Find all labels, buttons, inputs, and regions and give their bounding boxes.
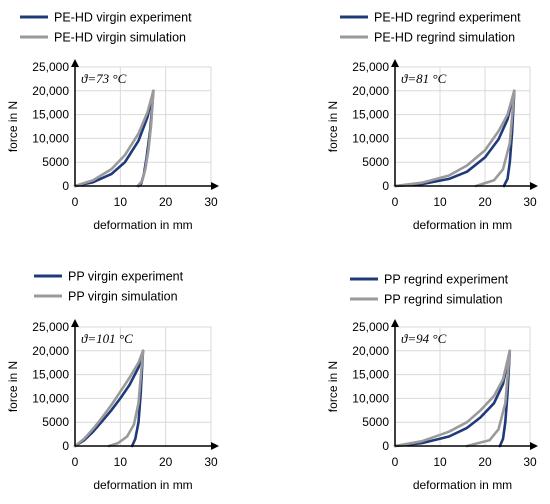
y-tick-label: 0 xyxy=(62,179,69,193)
y-tick-label: 25,000 xyxy=(352,320,389,334)
y-tick-label: 5000 xyxy=(42,415,69,429)
y-tick-label: 20,000 xyxy=(352,344,389,358)
x-tick-label: 10 xyxy=(114,195,128,209)
x-axis-label: deformation in mm xyxy=(413,478,512,492)
legend-label-simulation: PP regrind simulation xyxy=(384,293,503,307)
series-line-experiment xyxy=(393,349,512,448)
y-tick-label: 15,000 xyxy=(352,368,389,382)
x-tick-label: 30 xyxy=(204,455,218,469)
x-tick-label: 0 xyxy=(392,455,399,469)
series-line-experiment xyxy=(393,89,516,188)
temperature-annotation: ϑ=101 °C xyxy=(81,331,133,346)
chart-panel-4: PP regrind experiment PP regrind simulati… xyxy=(326,273,538,492)
y-tick-label: 20,000 xyxy=(32,344,69,358)
y-axis-arrow xyxy=(71,319,79,327)
y-tick-label: 10,000 xyxy=(352,391,389,405)
x-axis-arrow xyxy=(211,182,219,190)
x-tick-label: 20 xyxy=(159,455,173,469)
y-axis-arrow xyxy=(71,59,79,67)
y-tick-label: 10,000 xyxy=(352,131,389,145)
y-tick-label: 20,000 xyxy=(32,84,69,98)
y-tick-label: 5000 xyxy=(362,155,389,169)
y-axis-arrow xyxy=(391,319,399,327)
x-axis-arrow xyxy=(530,442,538,450)
x-tick-label: 30 xyxy=(523,195,537,209)
x-axis-arrow xyxy=(211,442,219,450)
legend-label-experiment: PP virgin experiment xyxy=(68,270,184,284)
x-tick-label: 0 xyxy=(72,455,79,469)
chart-panel-2: PE-HD regrind experiment PE-HD regrind si… xyxy=(326,11,538,232)
legend-label-experiment: PP regrind experiment xyxy=(384,273,509,287)
chart-panel-1: PE-HD virgin experiment PE-HD virgin simu… xyxy=(6,11,219,232)
x-tick-label: 10 xyxy=(433,195,447,209)
legend-label-simulation: PE-HD virgin simulation xyxy=(54,31,186,45)
legend-label-experiment: PE-HD regrind experiment xyxy=(374,11,521,25)
series-line-experiment xyxy=(73,349,145,448)
y-tick-label: 10,000 xyxy=(32,391,69,405)
legend-label-simulation: PE-HD regrind simulation xyxy=(374,31,515,45)
y-tick-label: 25,000 xyxy=(352,60,389,74)
x-tick-label: 20 xyxy=(478,455,492,469)
temperature-annotation: ϑ=81 °C xyxy=(401,71,447,86)
x-tick-label: 0 xyxy=(392,195,399,209)
x-axis-label: deformation in mm xyxy=(93,478,192,492)
y-tick-label: 0 xyxy=(382,439,389,453)
y-tick-label: 15,000 xyxy=(32,368,69,382)
temperature-annotation: ϑ=73 °C xyxy=(81,71,127,86)
series-line-simulation xyxy=(393,89,516,188)
x-tick-label: 20 xyxy=(159,195,173,209)
legend-label-simulation: PP virgin simulation xyxy=(68,290,178,304)
x-tick-label: 30 xyxy=(523,455,537,469)
y-tick-label: 0 xyxy=(62,439,69,453)
x-tick-label: 0 xyxy=(72,195,79,209)
x-tick-label: 10 xyxy=(433,455,447,469)
y-axis-label: force in N xyxy=(326,101,340,152)
y-axis-arrow xyxy=(391,59,399,67)
series-line-simulation xyxy=(73,89,155,188)
y-tick-label: 5000 xyxy=(362,415,389,429)
y-tick-label: 10,000 xyxy=(32,131,69,145)
y-tick-label: 25,000 xyxy=(32,60,69,74)
y-tick-label: 15,000 xyxy=(352,108,389,122)
y-tick-label: 15,000 xyxy=(32,108,69,122)
temperature-annotation: ϑ=94 °C xyxy=(401,331,447,346)
legend-label-experiment: PE-HD virgin experiment xyxy=(54,11,192,25)
chart-panel-3: PP virgin experiment PP virgin simulation… xyxy=(6,270,219,492)
x-axis-label: deformation in mm xyxy=(413,218,512,232)
y-tick-label: 25,000 xyxy=(32,320,69,334)
series-line-simulation xyxy=(73,349,145,448)
x-axis-arrow xyxy=(530,182,538,190)
x-axis-label: deformation in mm xyxy=(93,218,192,232)
y-tick-label: 5000 xyxy=(42,155,69,169)
series-line-simulation xyxy=(393,349,512,448)
y-axis-label: force in N xyxy=(6,101,20,152)
y-tick-label: 20,000 xyxy=(352,84,389,98)
x-tick-label: 10 xyxy=(114,455,128,469)
y-axis-label: force in N xyxy=(6,361,20,412)
x-tick-label: 20 xyxy=(478,195,492,209)
x-tick-label: 30 xyxy=(204,195,218,209)
y-axis-label: force in N xyxy=(326,361,340,412)
y-tick-label: 0 xyxy=(382,179,389,193)
